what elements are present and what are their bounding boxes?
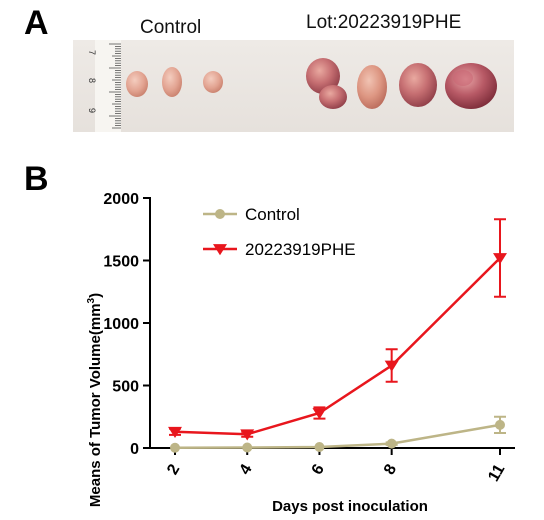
ruler-number: 7	[87, 50, 97, 55]
x-tick-label: 11	[485, 461, 508, 484]
y-axis-title: Means of Tumor Volume(mm3)	[86, 293, 104, 507]
treated-tumor	[306, 58, 347, 109]
data-point	[168, 426, 182, 439]
data-point	[384, 360, 399, 372]
panel-b-label: B	[24, 160, 49, 198]
treated-tumor	[445, 63, 497, 109]
lot-group-caption: Lot:20223919PHE	[306, 12, 462, 33]
data-point	[314, 442, 325, 452]
legend-marker	[215, 209, 225, 219]
x-tick-label: 4	[237, 461, 256, 477]
y-tick-label: 0	[130, 441, 139, 458]
series-control	[170, 415, 506, 453]
treated-tumor	[357, 65, 387, 109]
y-tick-label: 2000	[103, 191, 139, 208]
series-line	[174, 423, 501, 449]
ruler: 7 8 9	[87, 40, 121, 132]
x-axis-title: Days post inoculation	[272, 498, 428, 515]
y-tick-label: 1000	[103, 316, 139, 333]
data-point	[242, 442, 253, 453]
data-point	[170, 442, 180, 453]
series-treated	[168, 218, 507, 441]
ruler-number: 9	[87, 108, 97, 113]
legend-marker	[213, 244, 227, 256]
legend: Control 20223919PHE	[203, 205, 356, 259]
data-point	[312, 408, 327, 420]
y-tick-label: 500	[112, 379, 139, 396]
data-point	[386, 438, 397, 449]
control-tumor	[126, 71, 148, 97]
ruler-number: 8	[87, 78, 97, 83]
axes: 0 500 1000 1500 2000 2 4 6 8 11	[103, 191, 515, 485]
treated-tumor	[399, 63, 437, 107]
data-point	[495, 419, 505, 430]
tumor-volume-chart: Means of Tumor Volume(mm3) Days post ino…	[86, 191, 515, 515]
tumor-photo: 7 8 9	[73, 40, 514, 132]
series-line	[174, 257, 501, 436]
data-point	[493, 253, 507, 265]
x-tick-label: 8	[381, 461, 400, 477]
series-layer	[168, 218, 507, 453]
control-group-caption: Control	[140, 17, 202, 38]
x-tick-label: 6	[309, 461, 328, 477]
legend-label: 20223919PHE	[245, 240, 356, 259]
control-tumor	[203, 71, 223, 93]
x-tick-label: 2	[164, 461, 183, 477]
control-tumor	[162, 67, 182, 97]
y-tick-label: 1500	[103, 254, 139, 271]
legend-label: Control	[245, 205, 300, 224]
panel-a-label: A	[24, 4, 49, 42]
data-point	[240, 429, 255, 441]
